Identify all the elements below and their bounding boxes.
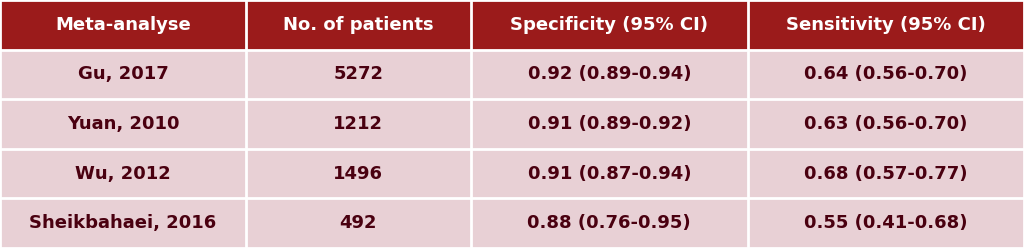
Bar xyxy=(0,50,246,99)
Bar xyxy=(748,50,1024,99)
Bar xyxy=(0,0,246,50)
Bar xyxy=(748,99,1024,149)
Bar xyxy=(471,50,748,99)
Bar xyxy=(246,50,471,99)
Bar xyxy=(0,198,246,248)
Text: 1212: 1212 xyxy=(334,115,383,133)
Text: 0.64 (0.56-0.70): 0.64 (0.56-0.70) xyxy=(804,65,968,83)
Text: 0.92 (0.89-0.94): 0.92 (0.89-0.94) xyxy=(527,65,691,83)
Bar xyxy=(748,0,1024,50)
Text: No. of patients: No. of patients xyxy=(283,16,434,34)
Bar xyxy=(246,149,471,198)
Bar xyxy=(0,99,246,149)
Text: 0.55 (0.41-0.68): 0.55 (0.41-0.68) xyxy=(804,214,968,232)
Text: Wu, 2012: Wu, 2012 xyxy=(75,165,171,183)
Text: Meta-analyse: Meta-analyse xyxy=(55,16,190,34)
Bar xyxy=(246,99,471,149)
Text: 1496: 1496 xyxy=(334,165,383,183)
Text: 492: 492 xyxy=(340,214,377,232)
Text: Yuan, 2010: Yuan, 2010 xyxy=(67,115,179,133)
Text: 0.63 (0.56-0.70): 0.63 (0.56-0.70) xyxy=(804,115,968,133)
Text: 0.91 (0.87-0.94): 0.91 (0.87-0.94) xyxy=(527,165,691,183)
Bar xyxy=(471,99,748,149)
Text: Specificity (95% CI): Specificity (95% CI) xyxy=(510,16,709,34)
Bar xyxy=(471,149,748,198)
Bar xyxy=(246,198,471,248)
Text: 0.88 (0.76-0.95): 0.88 (0.76-0.95) xyxy=(527,214,691,232)
Bar xyxy=(748,198,1024,248)
Text: Sheikbahaei, 2016: Sheikbahaei, 2016 xyxy=(30,214,216,232)
Text: Sensitivity (95% CI): Sensitivity (95% CI) xyxy=(785,16,986,34)
Text: 5272: 5272 xyxy=(334,65,383,83)
Text: 0.68 (0.57-0.77): 0.68 (0.57-0.77) xyxy=(804,165,968,183)
Bar xyxy=(0,149,246,198)
Bar xyxy=(748,149,1024,198)
Bar xyxy=(471,198,748,248)
Bar xyxy=(471,0,748,50)
Bar xyxy=(246,0,471,50)
Text: 0.91 (0.89-0.92): 0.91 (0.89-0.92) xyxy=(527,115,691,133)
Text: Gu, 2017: Gu, 2017 xyxy=(78,65,168,83)
